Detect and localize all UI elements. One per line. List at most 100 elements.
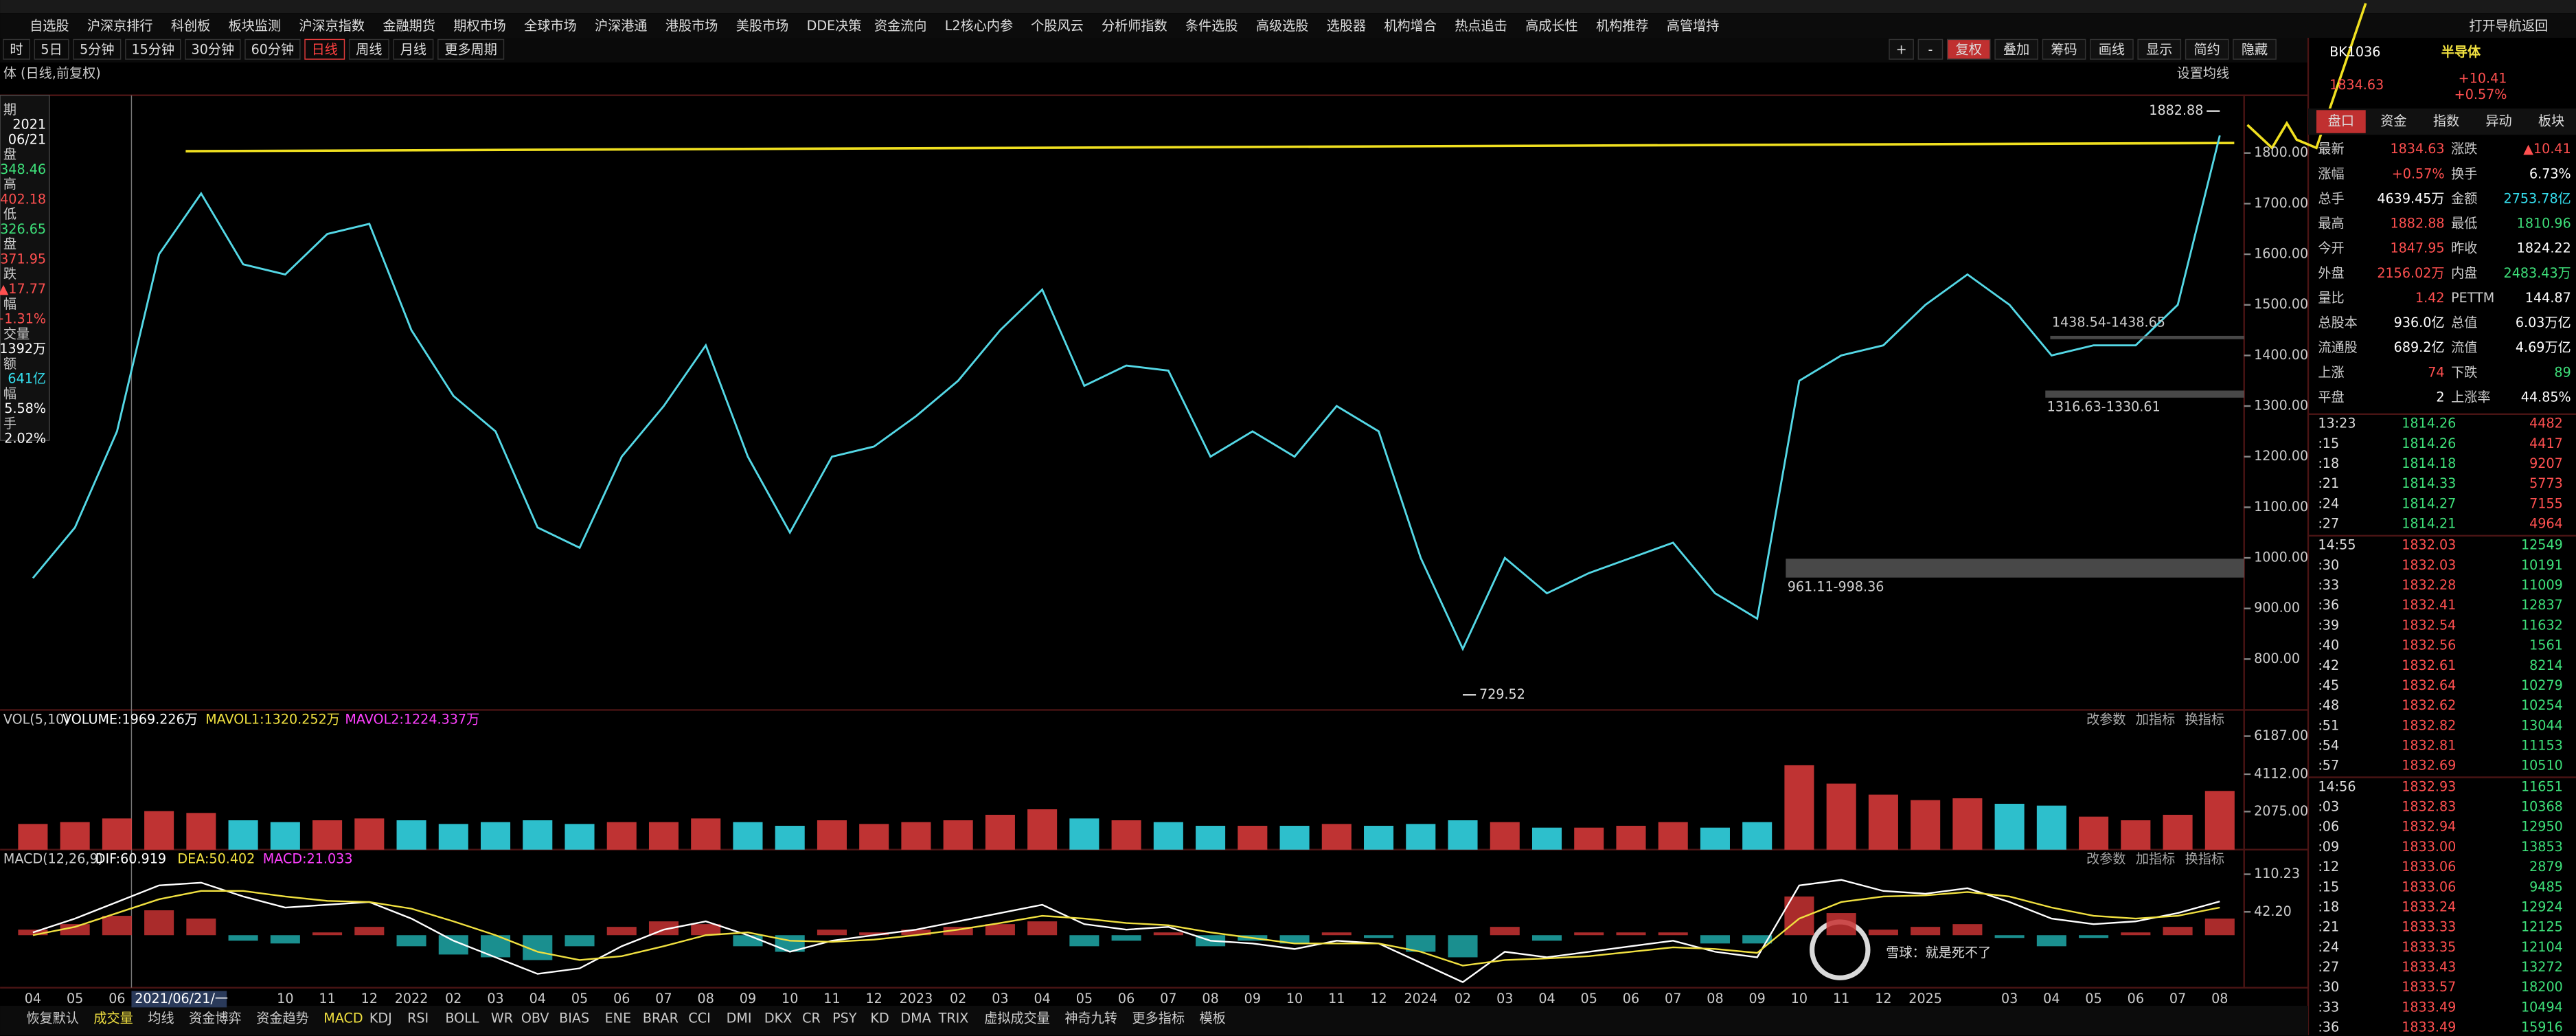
menu-item[interactable]: 沪深京指数 — [299, 18, 365, 34]
menu-item[interactable]: DDE决策 — [807, 18, 862, 34]
panel-button[interactable]: 换指标 — [2185, 851, 2224, 867]
menu-item[interactable]: L2核心内参 — [945, 18, 1013, 34]
ma-setting[interactable]: 设置均线 — [2177, 65, 2230, 81]
menu-item[interactable]: 返回 — [2522, 18, 2548, 34]
tool-label[interactable]: 显示 — [2146, 41, 2172, 57]
bottom-tab[interactable]: TRIX — [938, 1011, 969, 1026]
menu-item[interactable]: 港股市场 — [665, 18, 718, 34]
menu-item[interactable]: 分析师指数 — [1102, 18, 1167, 34]
bottom-tab[interactable]: KDJ — [369, 1011, 392, 1026]
tool-button[interactable] — [2137, 38, 2182, 60]
period-label[interactable]: 更多周期 — [444, 41, 497, 57]
menu-item[interactable]: 资金流向 — [874, 18, 927, 34]
tool-button[interactable] — [2042, 38, 2086, 60]
menu-item[interactable]: 科创板 — [171, 18, 210, 34]
menu-item[interactable]: 打开导航 — [2469, 18, 2522, 34]
tool-label[interactable]: 隐藏 — [2242, 41, 2268, 57]
panel-button[interactable]: 换指标 — [2185, 711, 2224, 727]
tool-label[interactable]: - — [1928, 41, 1933, 57]
tab[interactable]: 盘口 — [2328, 113, 2354, 129]
panel-button[interactable]: 改参数 — [2086, 851, 2125, 867]
period-button[interactable] — [437, 38, 505, 60]
bottom-tab[interactable]: 模板 — [1200, 1011, 1226, 1026]
bottom-tab[interactable]: BRAR — [643, 1011, 679, 1026]
menu-item[interactable]: 高级选股 — [1256, 18, 1309, 34]
bottom-tab[interactable]: 虚拟成交量 — [984, 1011, 1050, 1026]
tool-label[interactable]: + — [1896, 41, 1907, 57]
period-label[interactable]: 时 — [10, 41, 23, 57]
tool-label[interactable]: 筹码 — [2051, 41, 2077, 57]
period-button[interactable] — [244, 38, 301, 60]
period-button[interactable] — [393, 38, 434, 60]
tool-button[interactable] — [1889, 38, 1914, 60]
tool-button[interactable] — [2233, 38, 2277, 60]
period-label[interactable]: 日线 — [312, 41, 338, 57]
menu-item[interactable]: 期权市场 — [453, 18, 506, 34]
period-label[interactable]: 周线 — [356, 41, 382, 57]
tab[interactable]: 板块 — [2538, 113, 2564, 129]
tab-active[interactable] — [2316, 110, 2366, 133]
period-label[interactable]: 30分钟 — [192, 41, 235, 57]
tool-label[interactable]: 画线 — [2099, 41, 2125, 57]
bottom-tab[interactable]: PSY — [832, 1011, 857, 1026]
tool-button[interactable] — [2185, 38, 2229, 60]
bottom-tab[interactable]: RSI — [407, 1011, 429, 1026]
menu-item[interactable]: 条件选股 — [1185, 18, 1238, 34]
bottom-tab[interactable]: 均线 — [148, 1011, 174, 1026]
tool-label[interactable]: 叠加 — [2003, 41, 2029, 57]
period-button[interactable] — [125, 38, 181, 60]
tool-button[interactable] — [1946, 38, 1991, 60]
menu-item[interactable]: 自选股 — [30, 18, 69, 34]
panel-button[interactable]: 改参数 — [2086, 711, 2125, 727]
bottom-tab[interactable]: BIAS — [559, 1011, 589, 1026]
bottom-tab[interactable]: OBV — [521, 1011, 549, 1026]
period-button[interactable] — [34, 38, 69, 60]
tool-button[interactable] — [2090, 38, 2134, 60]
bottom-tab[interactable]: 资金趋势 — [256, 1011, 309, 1026]
menu-item[interactable]: 全球市场 — [524, 18, 577, 34]
menu-item[interactable]: 金融期货 — [383, 18, 435, 34]
bottom-tab[interactable]: 神奇九转 — [1064, 1011, 1117, 1026]
bottom-tab[interactable]: ENE — [605, 1011, 631, 1026]
panel-button[interactable]: 加指标 — [2136, 851, 2175, 867]
menu-item[interactable]: 高管增持 — [1667, 18, 1720, 34]
tool-label[interactable]: 复权 — [1956, 41, 1982, 57]
bottom-tab[interactable]: 成交量 — [93, 1011, 133, 1026]
bottom-tab[interactable]: MACD — [323, 1011, 363, 1026]
period-label[interactable]: 月线 — [400, 41, 426, 57]
menu-item[interactable]: 热点追击 — [1455, 18, 1507, 34]
tab[interactable]: 指数 — [2433, 113, 2459, 129]
bottom-tab[interactable]: DMI — [727, 1011, 752, 1026]
menu-item[interactable]: 选股器 — [1327, 18, 1366, 34]
bottom-tab[interactable]: WR — [491, 1011, 513, 1026]
period-label[interactable]: 5日 — [41, 41, 62, 57]
bottom-tab[interactable]: CR — [802, 1011, 821, 1026]
period-button[interactable] — [348, 38, 389, 60]
period-button[interactable] — [185, 38, 241, 60]
period-label[interactable]: 15分钟 — [131, 41, 174, 57]
period-button[interactable] — [304, 38, 345, 60]
menu-item[interactable]: 美股市场 — [736, 18, 789, 34]
menu-item[interactable]: 沪深港通 — [595, 18, 648, 34]
period-button[interactable] — [3, 38, 30, 60]
tab[interactable]: 资金 — [2380, 113, 2406, 129]
bottom-tab[interactable]: DMA — [900, 1011, 931, 1026]
tool-button[interactable] — [1994, 38, 2038, 60]
bottom-tab[interactable]: DKX — [764, 1011, 792, 1026]
tab[interactable]: 异动 — [2485, 113, 2511, 129]
period-button[interactable] — [73, 38, 122, 60]
menu-item[interactable]: 个股风云 — [1031, 18, 1084, 34]
menu-item[interactable]: 沪深京排行 — [87, 18, 153, 34]
bottom-tab[interactable]: 资金博弈 — [189, 1011, 242, 1026]
menu-item[interactable]: 板块监测 — [229, 18, 282, 34]
bottom-tab[interactable]: KD — [870, 1011, 889, 1026]
period-label[interactable]: 5分钟 — [80, 41, 114, 57]
bottom-tab[interactable]: 恢复默认 — [26, 1011, 79, 1026]
bottom-tab[interactable]: BOLL — [445, 1011, 479, 1026]
bottom-tab[interactable]: CCI — [688, 1011, 710, 1026]
tool-label[interactable]: 简约 — [2194, 41, 2220, 57]
tool-button[interactable] — [1917, 38, 1944, 60]
menu-item[interactable]: 高成长性 — [1525, 18, 1578, 34]
panel-button[interactable]: 加指标 — [2136, 711, 2175, 727]
period-label[interactable]: 60分钟 — [251, 41, 295, 57]
